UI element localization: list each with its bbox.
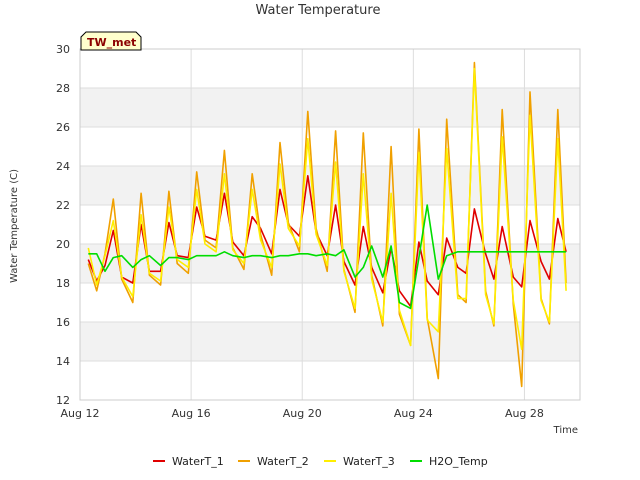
legend-watert-3: WaterT_3 — [324, 455, 395, 468]
y-tick-label: 22 — [56, 199, 70, 212]
site-tag-label: TW_met — [87, 36, 136, 49]
x-tick-label: Aug 20 — [283, 407, 322, 420]
grid-band — [80, 166, 580, 205]
y-tick-label: 18 — [56, 277, 70, 290]
y-axis-label: Water Temperature (C) — [9, 169, 20, 283]
grid-band — [80, 322, 580, 361]
legend-watert-3-label: WaterT_3 — [343, 455, 395, 468]
y-tick-label: 24 — [56, 160, 70, 173]
legend-watert-1-label: WaterT_1 — [172, 455, 224, 468]
series-watert-3-line — [87, 67, 567, 351]
y-tick-label: 30 — [56, 43, 70, 56]
series-h2o-temp-line — [88, 204, 567, 310]
y-tick-label: 16 — [56, 316, 70, 329]
x-axis-label: Time — [553, 425, 578, 436]
legend-watert-2: WaterT_2 — [238, 455, 309, 468]
y-tick-label: 14 — [56, 355, 70, 368]
legend-h2o-temp: H2O_Temp — [410, 455, 488, 468]
chart-title: Water Temperature — [256, 3, 381, 18]
site-tag-box — [80, 31, 142, 51]
legend: WaterT_1 WaterT_2 WaterT_3 H2O_Temp — [153, 455, 488, 468]
series-layer — [87, 61, 567, 388]
x-tick-label: Aug 24 — [394, 407, 433, 420]
x-tick-label: Aug 12 — [61, 407, 100, 420]
site-tag: TW_met — [80, 31, 142, 51]
y-axis-ticks: 12 14 16 18 20 22 24 26 28 30 — [56, 43, 70, 407]
y-tick-label: 28 — [56, 82, 70, 95]
legend-watert-2-label: WaterT_2 — [257, 455, 309, 468]
y-tick-label: 20 — [56, 238, 70, 251]
y-tick-label: 12 — [56, 394, 70, 407]
legend-h2o-temp-label: H2O_Temp — [429, 455, 488, 468]
x-tick-label: Aug 16 — [172, 407, 211, 420]
x-tick-label: Aug 28 — [505, 407, 544, 420]
plot-frame — [79, 48, 581, 401]
grid-band — [80, 88, 580, 127]
x-axis-ticks: Aug 12 Aug 16 Aug 20 Aug 24 Aug 28 — [61, 407, 544, 420]
y-tick-label: 26 — [56, 121, 70, 134]
legend-watert-1: WaterT_1 — [153, 455, 224, 468]
